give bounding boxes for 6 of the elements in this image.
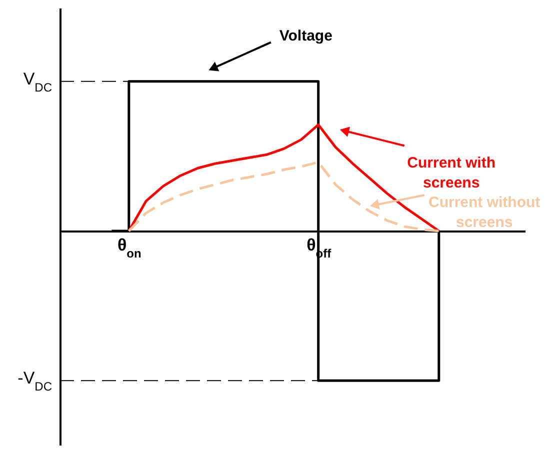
legend-label: Current without screens: [428, 194, 540, 232]
ref-line-label: -V$_{DC}$: [18, 368, 52, 394]
ref-line-label: V$_{DC}$: [23, 69, 52, 94]
x-tick-label: θ$_{on}$: [117, 235, 142, 260]
text: Voltage: [279, 27, 332, 44]
series-label: Current with screens: [407, 154, 496, 192]
